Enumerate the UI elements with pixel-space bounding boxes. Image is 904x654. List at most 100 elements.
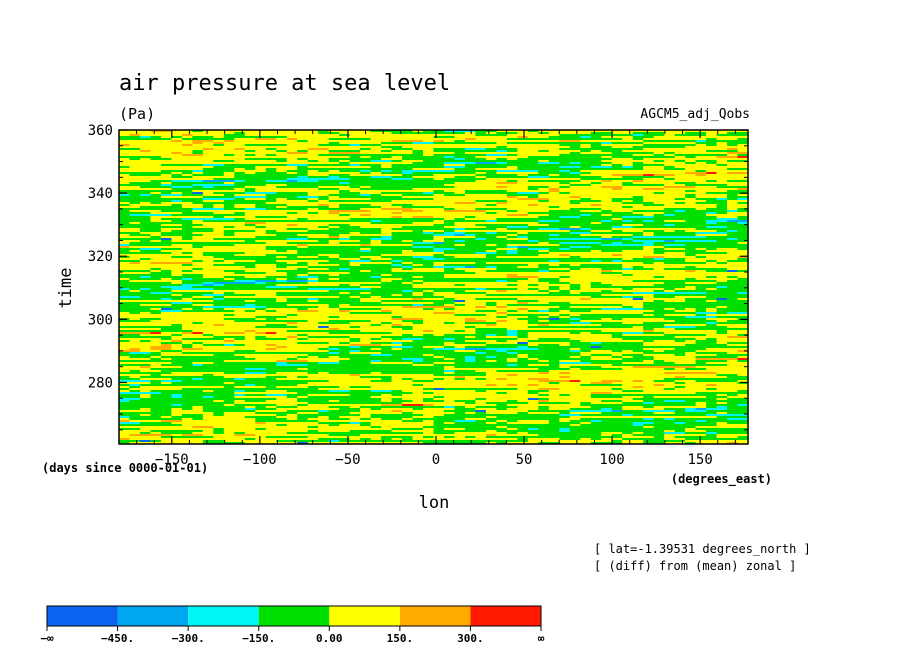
heatmap-cell xyxy=(160,164,173,167)
heatmap-cell xyxy=(129,130,141,133)
heatmap-cell xyxy=(622,280,634,283)
heatmap-cell xyxy=(412,252,424,255)
heatmap-cell xyxy=(464,236,477,239)
heatmap-cell xyxy=(590,150,602,153)
heatmap-cell xyxy=(590,158,602,161)
heatmap-cell xyxy=(297,132,309,135)
heatmap-cell xyxy=(653,260,665,263)
heatmap-cell xyxy=(181,184,193,187)
heatmap-cell xyxy=(339,168,351,171)
heatmap-cell xyxy=(622,256,634,259)
heatmap-cell xyxy=(181,138,193,141)
heatmap-cell xyxy=(601,164,613,167)
heatmap-cell xyxy=(601,134,613,137)
heatmap-cell xyxy=(223,204,235,207)
heatmap-cell xyxy=(664,292,676,295)
heatmap-cell xyxy=(223,282,235,285)
heatmap-cell xyxy=(223,194,235,197)
heatmap-cell xyxy=(192,214,204,217)
heatmap-cell xyxy=(559,224,571,227)
heatmap-cell xyxy=(129,292,141,295)
heatmap-cell xyxy=(307,210,319,213)
heatmap-cell xyxy=(234,176,246,179)
heatmap-cell xyxy=(506,238,518,241)
heatmap-cell xyxy=(139,172,152,175)
heatmap-cell xyxy=(454,242,466,245)
heatmap-cell xyxy=(496,246,508,249)
heatmap-cell xyxy=(391,240,403,243)
heatmap-cell xyxy=(202,164,214,167)
heatmap-cell xyxy=(307,182,319,185)
heatmap-cell xyxy=(685,142,697,145)
heatmap-cell xyxy=(548,192,560,195)
heatmap-cell xyxy=(213,188,225,191)
heatmap-cell xyxy=(181,194,193,197)
heatmap-cell xyxy=(632,254,644,257)
heatmap-cell xyxy=(706,252,718,255)
heatmap-cell xyxy=(150,180,162,183)
heatmap-cell xyxy=(538,292,550,295)
heatmap-cell xyxy=(443,280,456,283)
heatmap-cell xyxy=(223,190,235,193)
heatmap-cell xyxy=(517,150,529,153)
heatmap-cell xyxy=(318,136,330,139)
heatmap-cell xyxy=(517,208,529,211)
heatmap-cell xyxy=(129,136,141,139)
heatmap-cell xyxy=(485,220,497,223)
heatmap-cell xyxy=(192,220,204,223)
heatmap-cell xyxy=(181,134,193,137)
heatmap-cell xyxy=(548,274,560,277)
heatmap-cell xyxy=(297,186,309,189)
heatmap-cell xyxy=(611,210,623,213)
heatmap-cell xyxy=(286,132,298,135)
heatmap-cell xyxy=(276,262,288,265)
heatmap-cell xyxy=(307,244,319,247)
heatmap-cell xyxy=(685,200,697,203)
heatmap-cell xyxy=(695,186,707,189)
heatmap-cell xyxy=(339,178,351,181)
heatmap-cell xyxy=(360,264,372,267)
heatmap-cell xyxy=(307,130,319,133)
heatmap-cell xyxy=(423,212,435,215)
heatmap-cell xyxy=(664,248,676,251)
heatmap-cell xyxy=(349,290,361,293)
heatmap-cell xyxy=(360,248,372,251)
heatmap-cell xyxy=(475,218,487,221)
heatmap-cell xyxy=(286,160,298,163)
heatmap-cell xyxy=(611,162,623,165)
heatmap-cell xyxy=(737,232,749,235)
heatmap-cell xyxy=(590,170,602,173)
heatmap-cell xyxy=(685,164,697,167)
heatmap-cell xyxy=(601,182,613,185)
heatmap-cell xyxy=(412,154,424,157)
heatmap-cell xyxy=(223,138,235,141)
heatmap-cell xyxy=(318,138,330,141)
heatmap-cell xyxy=(611,252,623,255)
heatmap-cell xyxy=(527,154,539,157)
heatmap-cell xyxy=(213,272,225,275)
heatmap-cell xyxy=(412,260,424,263)
heatmap-cell xyxy=(601,294,613,297)
heatmap-cell xyxy=(297,228,309,231)
heatmap-cell xyxy=(506,144,518,147)
heatmap-cell xyxy=(192,248,204,251)
heatmap-cell xyxy=(276,206,288,209)
heatmap-cell xyxy=(181,244,193,247)
heatmap-cell xyxy=(307,246,319,249)
heatmap-cell xyxy=(590,182,602,185)
heatmap-cell xyxy=(391,150,403,153)
heatmap-cell xyxy=(517,290,529,293)
heatmap-cell xyxy=(265,268,277,271)
heatmap-cell xyxy=(685,140,697,143)
heatmap-cell xyxy=(192,164,204,167)
heatmap-cell xyxy=(674,216,686,219)
heatmap-cell xyxy=(443,278,456,281)
heatmap-cell xyxy=(590,284,602,287)
heatmap-cell xyxy=(643,242,655,245)
heatmap-cell xyxy=(391,272,403,275)
heatmap-cell xyxy=(632,208,644,211)
heatmap-cell xyxy=(506,212,518,215)
heatmap-cell xyxy=(423,166,435,169)
heatmap-cell xyxy=(643,144,655,147)
heatmap-cell xyxy=(653,196,665,199)
